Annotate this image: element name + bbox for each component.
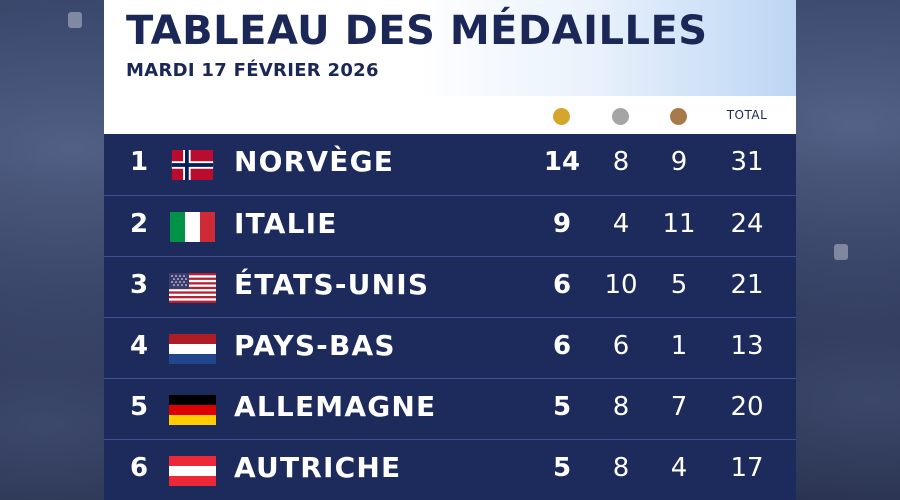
country-name: ITALIE — [234, 207, 338, 240]
total-count: 20 — [730, 392, 764, 422]
italy-flag-icon — [169, 212, 216, 242]
austria-flag-icon — [169, 456, 216, 486]
table-row: 6 AUTRICHE 5 8 4 17 — [104, 439, 796, 500]
medal-table-panel: TABLEAU DES MÉDAILLES MARDI 17 FÉVRIER 2… — [104, 0, 796, 500]
usa-flag-icon — [169, 273, 216, 303]
gold-count: 6 — [552, 270, 572, 300]
germany-flag-icon — [169, 395, 216, 425]
gold-count: 5 — [552, 392, 572, 422]
bronze-count: 7 — [670, 392, 688, 422]
silver-count: 6 — [612, 331, 630, 361]
country-name: PAYS-BAS — [234, 329, 396, 362]
silver-count: 8 — [612, 453, 630, 483]
gold-count: 6 — [552, 331, 572, 361]
table-row: 4 PAYS-BAS 6 6 1 13 — [104, 317, 796, 378]
gold-count: 14 — [543, 147, 581, 177]
table-row: 3 ÉTATS-UNIS — [104, 256, 796, 317]
gold-medal-icon — [553, 108, 570, 125]
page-title: TABLEAU DES MÉDAILLES — [126, 8, 708, 54]
bronze-count: 11 — [662, 209, 696, 239]
country-name: ÉTATS-UNIS — [234, 268, 430, 301]
rank: 2 — [129, 209, 149, 239]
total-count: 21 — [730, 270, 764, 300]
table-row: 1 NORVÈGE 14 8 9 31 — [104, 134, 796, 195]
bronze-count: 4 — [670, 453, 688, 483]
column-header-bar: TOTAL — [104, 96, 796, 134]
brand-logo-icon — [834, 244, 848, 260]
netherlands-flag-icon — [169, 334, 216, 364]
rank: 6 — [129, 453, 149, 483]
total-count: 17 — [730, 453, 764, 483]
rank: 5 — [129, 392, 149, 422]
norway-flag-icon — [169, 150, 216, 180]
gold-count: 5 — [552, 453, 572, 483]
rank: 3 — [129, 270, 149, 300]
bronze-count: 5 — [670, 270, 688, 300]
country-name: AUTRICHE — [234, 451, 402, 484]
rank: 1 — [129, 147, 149, 177]
country-name: NORVÈGE — [234, 145, 395, 178]
total-count: 13 — [730, 331, 764, 361]
date-subtitle: MARDI 17 FÉVRIER 2026 — [126, 60, 379, 81]
silver-count: 4 — [612, 209, 630, 239]
header: TABLEAU DES MÉDAILLES MARDI 17 FÉVRIER 2… — [104, 0, 796, 96]
medal-rows: 1 NORVÈGE 14 8 9 31 2 — [104, 134, 796, 500]
bronze-medal-icon — [670, 108, 687, 125]
gold-count: 9 — [552, 209, 572, 239]
silver-count: 8 — [612, 392, 630, 422]
bronze-count: 1 — [670, 331, 688, 361]
silver-count: 10 — [604, 270, 638, 300]
team-emblem-icon — [68, 12, 82, 28]
bronze-count: 9 — [670, 147, 688, 177]
table-row: 5 ALLEMAGNE 5 8 7 20 — [104, 378, 796, 439]
total-column-label: TOTAL — [726, 108, 768, 122]
total-count: 31 — [730, 147, 764, 177]
country-name: ALLEMAGNE — [234, 390, 437, 423]
total-count: 24 — [730, 209, 764, 239]
table-row: 2 ITALIE 9 4 11 24 — [104, 195, 796, 256]
silver-medal-icon — [612, 108, 629, 125]
silver-count: 8 — [612, 147, 630, 177]
rank: 4 — [129, 331, 149, 361]
